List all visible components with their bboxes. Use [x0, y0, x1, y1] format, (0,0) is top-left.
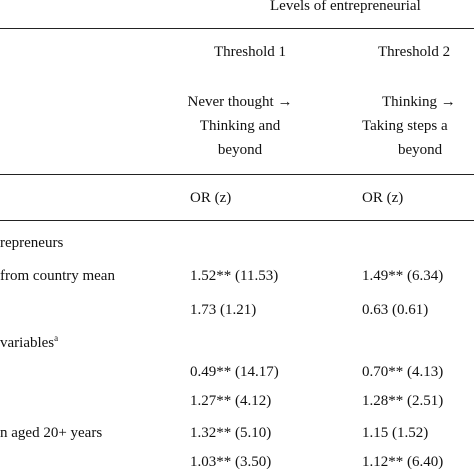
threshold-2-transition-line-3: beyond	[398, 142, 443, 158]
threshold-1-cell: 0.49** (14.17)	[190, 364, 279, 380]
threshold-1-cell: 1.27** (4.12)	[190, 393, 272, 409]
threshold-2-transition-line-2: Taking steps a	[362, 118, 448, 134]
column-spanner-header: Levels of entrepreneurial	[270, 0, 421, 14]
threshold-1-transition-line-2: Thinking and	[199, 118, 281, 134]
threshold-2-stat-header: OR (z)	[362, 190, 404, 206]
threshold-2-title: Threshold 2	[378, 44, 451, 60]
header-mid-rule	[0, 174, 474, 175]
threshold-1-cell: 1.03** (3.50)	[190, 454, 272, 470]
threshold-1-transition-line-3: beyond	[217, 142, 263, 158]
threshold-2-cell: 1.12** (6.40)	[362, 454, 444, 470]
header-bottom-rule	[0, 220, 474, 221]
threshold-2-cell: 0.70** (4.13)	[362, 364, 444, 380]
threshold-1-transition-line-1: Never thought →	[187, 94, 293, 110]
threshold-2-cell: 1.49** (6.34)	[362, 268, 444, 284]
section-label: repreneurs	[0, 235, 64, 251]
row-label: n aged 20+ years	[0, 425, 103, 441]
threshold-1-title: Threshold 1	[213, 44, 287, 60]
row-label: from country mean	[0, 268, 115, 284]
threshold-2-cell: 1.15 (1.52)	[362, 425, 429, 441]
threshold-1-stat-header: OR (z)	[190, 190, 232, 206]
footnote-marker: a	[54, 333, 59, 343]
threshold-1-cell: 1.52** (11.53)	[190, 268, 279, 284]
top-rule	[0, 28, 474, 29]
section-label-text: variables	[0, 335, 55, 351]
threshold-1-cell: 1.32** (5.10)	[190, 425, 272, 441]
section-label: variablesa	[0, 333, 58, 352]
threshold-2-cell: 1.28** (2.51)	[362, 393, 444, 409]
threshold-1-cell: 1.73 (1.21)	[190, 302, 257, 318]
threshold-2-cell: 0.63 (0.61)	[362, 302, 429, 318]
threshold-2-transition-line-1: Thinking →	[382, 94, 456, 110]
